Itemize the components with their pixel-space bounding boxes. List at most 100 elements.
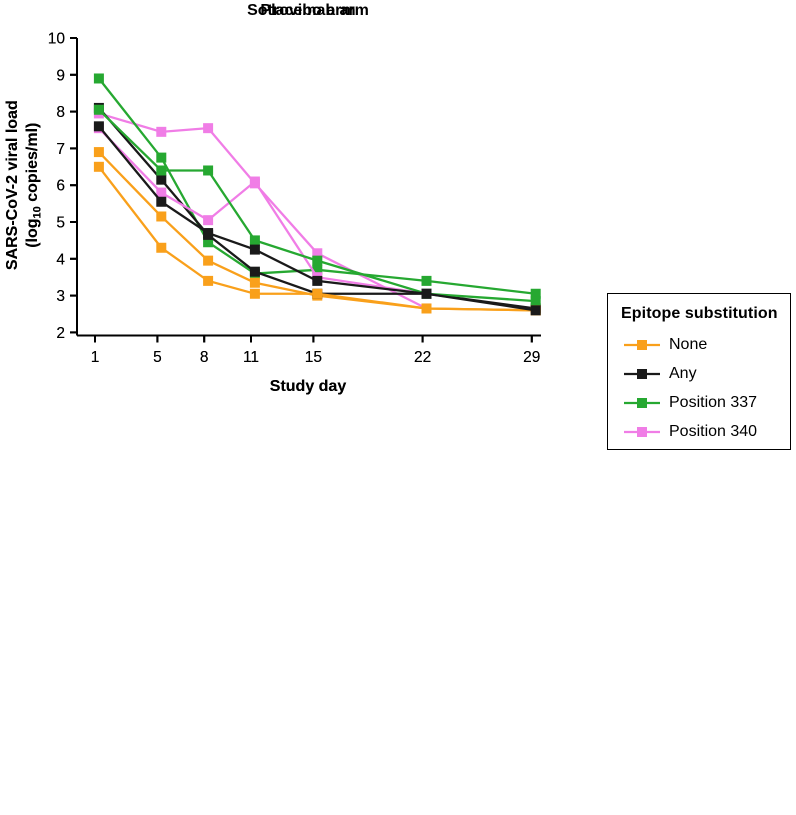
series-position-340-marker [249, 176, 260, 187]
x-tick-label: 15 [305, 349, 322, 366]
legend-item-none: None [621, 330, 784, 359]
series-position-337-marker [93, 73, 104, 84]
series-position-337-marker [312, 255, 323, 266]
legend-box: Epitope substitution None Any Position 337… [607, 293, 791, 450]
series-any-marker [249, 266, 260, 277]
y-tick-label: 4 [56, 251, 65, 268]
x-tick-label: 5 [153, 349, 162, 366]
y-axis-label-line1: SARS-CoV-2 viral load [4, 100, 21, 270]
x-tick-label: 15 [305, 349, 322, 366]
legend-swatch-marker [637, 339, 647, 350]
series-any-marker [421, 288, 432, 299]
series-position-340-marker [203, 215, 214, 226]
legend-swatch-marker [637, 397, 647, 408]
y-tick-label: 10 [48, 31, 66, 48]
y-tick-label: 6 [56, 178, 65, 195]
series-position-337-marker [530, 296, 541, 307]
legend-item-label: Position 340 [669, 422, 758, 440]
chart-title: Sotrovimab arm [247, 2, 369, 19]
series-none [93, 161, 541, 316]
legend-swatch-position-340 [624, 426, 660, 437]
series-any-marker [530, 305, 541, 316]
series-position-340-line [98, 112, 428, 310]
y-axis-label-line1: SARS-CoV-2 viral load [4, 100, 21, 270]
legend-items: None Any Position 337 Position 340 [621, 330, 784, 446]
series-position-337-marker [530, 288, 541, 299]
chart-title: Placebo arm [260, 2, 355, 19]
legend-swatch-none [624, 339, 660, 350]
x-tick-label: 1 [91, 349, 100, 366]
series-position-337-marker [203, 165, 214, 176]
legend-swatch-position-337 [624, 397, 660, 408]
x-tick-label: 22 [414, 349, 431, 366]
legend-item-label: Any [669, 364, 697, 382]
y-tick-label: 9 [56, 67, 65, 84]
series-position-340-line [98, 127, 427, 295]
legend-item-position-337: Position 337 [621, 388, 784, 417]
series-position-340-marker [156, 126, 167, 137]
series-any-marker [249, 244, 260, 255]
legend-swatch-any [624, 368, 660, 379]
series-position-337-marker [312, 264, 323, 275]
series-any-marker [203, 228, 214, 239]
y-tick-label: 3 [56, 288, 65, 305]
series-position-337-marker [249, 235, 260, 246]
x-tick-label: 11 [243, 349, 259, 366]
y-tick-label: 7 [56, 141, 65, 158]
y-tick-label: 8 [56, 104, 65, 121]
x-tick-label: 29 [523, 349, 540, 366]
series-position-337-marker [203, 237, 214, 248]
y-tick-label: 4 [56, 251, 65, 268]
series-none-marker [93, 147, 104, 158]
y-tick-label: 6 [56, 178, 65, 195]
series-any-marker [312, 275, 323, 286]
x-tick-label: 8 [200, 349, 209, 366]
legend-item-position-340: Position 340 [621, 417, 784, 446]
x-tick-label: 5 [153, 349, 162, 366]
series-none-marker [421, 303, 432, 314]
series-any-marker [93, 121, 104, 132]
legend-title: Epitope substitution [621, 305, 778, 322]
y-tick-label: 5 [56, 215, 65, 232]
series-position-340 [93, 123, 432, 299]
legend-swatch-marker [637, 368, 647, 379]
x-axis-label: Study day [270, 378, 347, 395]
series-position-337-marker [421, 275, 432, 286]
x-tick-label: 11 [243, 349, 259, 366]
series-none-marker [203, 275, 214, 286]
x-tick-label: 29 [523, 349, 540, 366]
series-any-marker [156, 174, 167, 185]
legend-item-any: Any [621, 359, 784, 388]
series-none-marker [312, 288, 323, 299]
y-tick-label: 3 [56, 288, 65, 305]
x-tick-label: 1 [91, 349, 100, 366]
series-position-340-marker [156, 187, 167, 198]
y-tick-label: 5 [56, 215, 65, 232]
y-tick-label: 7 [56, 141, 65, 158]
series-none-marker [93, 161, 104, 172]
series-position-337-marker [93, 104, 104, 115]
legend-swatch-marker [637, 426, 647, 437]
y-tick-label: 10 [48, 31, 66, 48]
series-position-337-marker [156, 165, 167, 176]
series-any-marker [156, 196, 167, 207]
series-any [93, 121, 541, 316]
y-tick-label: 9 [56, 67, 65, 84]
series-position-340-marker [312, 248, 323, 259]
series-none-marker [203, 255, 214, 266]
series-none-marker [249, 277, 260, 288]
x-tick-label: 8 [200, 349, 209, 366]
series-position-337-marker [156, 152, 167, 163]
x-tick-label: 22 [414, 349, 431, 366]
y-axis-label-line2: (log10 copies/ml) [24, 123, 44, 248]
y-tick-label: 8 [56, 104, 65, 121]
series-none-marker [156, 211, 167, 222]
series-none-marker [156, 242, 167, 253]
legend-item-label: Position 337 [669, 393, 758, 411]
y-tick-label: 2 [56, 325, 65, 342]
series-none-marker [249, 288, 260, 299]
series-position-340-marker [203, 123, 214, 134]
legend-item-label: None [669, 335, 708, 353]
